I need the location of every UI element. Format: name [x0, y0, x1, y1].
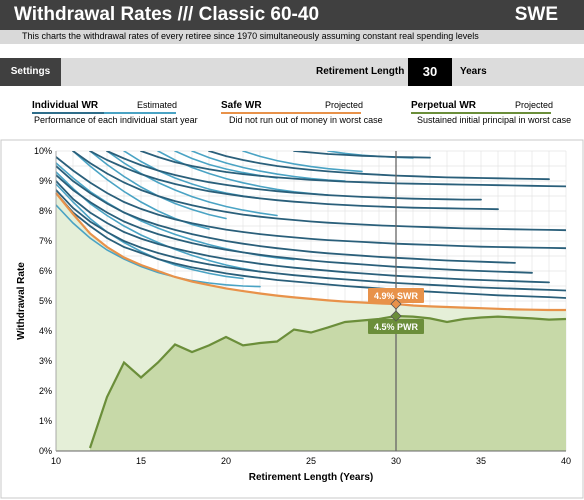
retirement-length-unit: Years: [460, 66, 487, 77]
y-tick-label: 5%: [39, 296, 52, 306]
country-code: SWE: [514, 4, 558, 25]
x-tick-label: 40: [561, 456, 571, 466]
chart-axes: 0% 1% 2% 3% 4% 5% 6% 7% 8% 9% 10% 10 15 20 25 30 35 40 Ret…: [16, 146, 571, 483]
y-tick-label: 9%: [39, 176, 52, 186]
individual-wr-line: [56, 165, 516, 264]
annotation-diamond-marker: [390, 310, 402, 322]
y-tick-label: 7%: [39, 236, 52, 246]
chart-areas: [56, 193, 566, 451]
individual-wr-line-estimated: [56, 171, 261, 273]
y-tick-label: 8%: [39, 206, 52, 216]
x-tick-label: 35: [476, 456, 486, 466]
perpetual-wr-area: [90, 316, 566, 451]
individual-wr-line: [106, 151, 482, 201]
annotation-label-box: [368, 319, 424, 334]
perpetual-wr-line: [88, 314, 567, 449]
legend-safe-title: Safe WR: [221, 100, 262, 111]
legend-perpetual-sub: Projected: [515, 100, 554, 110]
legend-perpetual-desc: Sustained initial principal in worst cas…: [417, 115, 572, 125]
legend-individual-desc: Performance of each individual start yea…: [34, 115, 198, 125]
y-tick-label: 2%: [39, 386, 52, 396]
retirement-length-input[interactable]: 30: [408, 58, 452, 86]
legend-individual-title: Individual WR: [32, 100, 99, 111]
individual-wr-line: [140, 151, 566, 188]
legend-safe-desc: Did not run out of money in worst case: [229, 115, 383, 125]
y-tick-label: 10%: [34, 146, 52, 156]
legend-perpetual-title: Perpetual WR: [411, 100, 477, 111]
individual-wr-line: [56, 156, 566, 250]
legend-individual-line-estimated: [104, 112, 176, 114]
individual-lines: [56, 151, 566, 299]
y-axis-label: Withdrawal Rate: [16, 262, 27, 340]
individual-wr-line: [56, 189, 566, 292]
annotation-label: 4.9% SWR: [374, 291, 419, 301]
settings-row: Settings Retirement Length 30 Years: [0, 58, 584, 86]
individual-wr-line: [56, 174, 533, 274]
y-tick-label: 6%: [39, 266, 52, 276]
x-tick-label: 15: [136, 456, 146, 466]
legend-safe-sub: Projected: [325, 100, 364, 110]
individual-wr-line: [56, 192, 566, 299]
x-tick-label: 20: [221, 456, 231, 466]
settings-button[interactable]: Settings: [0, 58, 61, 86]
individual-wr-line: [293, 151, 431, 159]
page-subtitle: This charts the withdrawal rates of ever…: [22, 31, 479, 41]
individual-wr-line: [72, 151, 566, 232]
individual-wr-line-estimated: [106, 151, 278, 217]
y-tick-label: 3%: [39, 356, 52, 366]
x-tick-label: 10: [51, 456, 61, 466]
individual-wr-line: [89, 151, 499, 211]
legend-safe-line: [221, 112, 361, 114]
y-tick-label: 4%: [39, 326, 52, 336]
legend-individual-sub: Estimated: [137, 100, 178, 110]
x-tick-label: 25: [306, 456, 316, 466]
x-axis-label: Retirement Length (Years): [249, 472, 373, 483]
individual-wr-line-estimated: [56, 204, 261, 288]
individual-wr-line: [208, 151, 550, 181]
safe-wr-line: [55, 192, 566, 312]
retirement-length-label: Retirement Length: [316, 66, 405, 77]
subtitle-bar: This charts the withdrawal rates of ever…: [0, 30, 584, 44]
individual-wr-line-estimated: [242, 151, 363, 173]
individual-wr-line: [56, 180, 550, 284]
annotation-label: 4.5% PWR: [374, 322, 419, 332]
title-bar: Withdrawal Rates /// Classic 60-40 SWE: [0, 0, 584, 30]
annotation-diamond-marker: [390, 298, 402, 310]
page-title: Withdrawal Rates /// Classic 60-40: [14, 4, 320, 25]
y-tick-label: 1%: [39, 416, 52, 426]
legend-perpetual-line: [411, 112, 551, 114]
y-tick-label: 0%: [39, 446, 52, 456]
legend-individual-line: [32, 112, 104, 114]
x-tick-label: 30: [391, 456, 401, 466]
chart-annotations: 4.9% SWR 4.5% PWR: [368, 288, 424, 334]
annotation-label-box: [368, 288, 424, 303]
